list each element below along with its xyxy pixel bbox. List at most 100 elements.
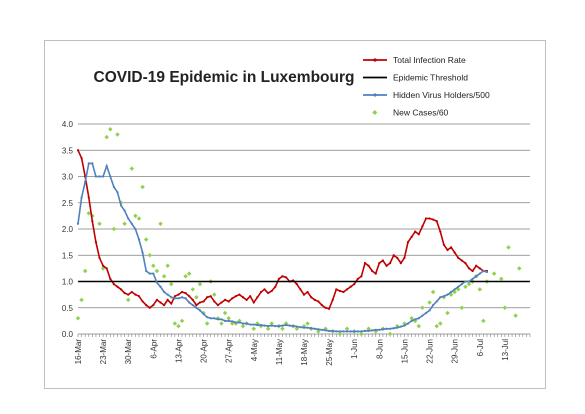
hidden-virus-holders-500-point — [102, 175, 105, 178]
new-cases-point — [219, 321, 224, 326]
total-infection-rate-point — [471, 269, 474, 273]
hidden-virus-holders-500-point — [435, 300, 438, 303]
hidden-virus-holders-500-point — [263, 324, 266, 327]
new-cases-point — [491, 271, 497, 276]
total-infection-rate-point — [91, 220, 94, 223]
legend-label: New Cases/60 — [393, 108, 449, 118]
legend-label: Total Infection Rate — [393, 55, 466, 65]
hidden-virus-holders-500-point — [155, 281, 159, 284]
hidden-virus-holders-500-point — [116, 191, 119, 194]
new-cases-point — [499, 276, 504, 282]
hidden-virus-holders-500-point — [213, 317, 216, 320]
lines-layer — [76, 149, 530, 333]
hidden-virus-holders-500-point — [295, 325, 298, 328]
new-cases-point — [111, 226, 117, 232]
hidden-virus-holders-500-point — [220, 318, 223, 321]
hidden-virus-holders-500-point — [485, 270, 489, 274]
hidden-virus-holders-500-point — [302, 326, 306, 329]
total-infection-rate-point — [202, 300, 205, 303]
total-infection-rate-point — [335, 288, 338, 291]
total-infection-rate-point — [277, 277, 280, 280]
total-infection-rate-point — [442, 243, 446, 246]
grid-layer — [77, 123, 531, 337]
hidden-virus-holders-500-point — [360, 330, 363, 333]
hidden-virus-holders-500-point — [170, 296, 173, 299]
scatter-layer — [75, 126, 522, 337]
total-infection-rate-point — [396, 256, 399, 259]
new-cases-point — [172, 321, 178, 326]
total-infection-rate-point — [424, 217, 428, 220]
total-infection-rate-point — [302, 293, 306, 296]
new-cases-point — [226, 315, 231, 321]
hidden-virus-holders-500-point — [388, 327, 392, 330]
hidden-virus-holders-500-point — [145, 269, 148, 273]
hidden-virus-holders-500-point — [428, 309, 431, 312]
new-cases-point — [280, 326, 285, 332]
total-infection-rate-point — [371, 269, 374, 273]
hidden-virus-holders-500-point — [475, 275, 478, 278]
new-cases-point — [161, 273, 167, 279]
hidden-virus-holders-500-point — [460, 283, 463, 286]
total-infection-rate-point — [306, 290, 309, 294]
total-infection-rate-point — [381, 259, 385, 262]
total-infection-rate-point — [195, 304, 198, 307]
hidden-virus-holders-500-point — [306, 326, 309, 329]
hidden-virus-holders-500-point — [292, 325, 295, 328]
hidden-virus-holders-500-point — [410, 319, 413, 322]
hidden-virus-holders-500-point — [112, 185, 115, 189]
x-tick-label: 11-May — [275, 339, 284, 365]
hidden-virus-holders-500-point — [449, 290, 453, 294]
total-infection-rate-point — [342, 290, 345, 294]
hidden-virus-holders-500-point — [267, 325, 270, 328]
total-infection-rate-point — [406, 241, 410, 244]
hidden-virus-holders-500-point — [432, 304, 435, 307]
total-infection-rate-point — [460, 259, 463, 262]
hidden-virus-holders-500-point — [403, 324, 406, 327]
total-infection-rate-point — [475, 264, 478, 267]
total-infection-rate-point — [116, 285, 119, 288]
total-infection-rate-point — [317, 300, 320, 303]
new-cases-point — [197, 281, 203, 287]
hidden-virus-holders-500-point — [367, 329, 370, 332]
total-infection-rate-point — [213, 300, 216, 303]
hidden-virus-holders-500-point — [98, 175, 101, 178]
y-tick-label: 2.5 — [62, 199, 74, 208]
hidden-virus-holders-500-point — [173, 297, 176, 300]
total-infection-rate-point — [270, 289, 273, 293]
total-infection-rate-point — [137, 295, 141, 298]
total-infection-rate-point — [310, 296, 313, 299]
new-cases-point — [165, 263, 170, 269]
hidden-virus-holders-500-point — [288, 324, 291, 327]
total-infection-rate-point — [123, 291, 126, 295]
total-infection-rate-point — [353, 283, 356, 286]
total-infection-rate-point — [435, 220, 438, 223]
new-cases-point — [176, 323, 181, 329]
total-infection-rate-point — [155, 298, 159, 301]
hidden-virus-holders-500-point — [180, 296, 184, 299]
hidden-virus-holders-500-point — [256, 323, 259, 327]
y-tick-label: 1.0 — [62, 278, 74, 287]
total-infection-rate-point — [421, 225, 424, 228]
total-infection-rate-point — [478, 267, 481, 270]
new-cases-point — [147, 252, 153, 258]
total-infection-rate-point — [127, 293, 130, 296]
hidden-virus-holders-500-point — [123, 209, 126, 212]
y-tick-label: 1.5 — [62, 251, 74, 260]
new-cases-point — [158, 221, 163, 227]
hidden-virus-holders-500-point — [320, 328, 324, 331]
total-infection-rate-point — [324, 306, 327, 309]
total-infection-rate-point — [159, 301, 162, 304]
hidden-virus-holders-500-point — [439, 296, 442, 299]
total-infection-rate-point — [206, 296, 209, 299]
new-cases-point — [194, 294, 199, 300]
total-infection-rate-point — [238, 293, 241, 296]
total-infection-rate-point — [148, 306, 151, 309]
hidden-virus-holders-500-point — [216, 318, 220, 321]
hidden-virus-holders-500-point — [241, 322, 245, 325]
new-cases-point — [366, 326, 371, 332]
x-tick-label: 15-Jun — [400, 339, 409, 363]
new-cases-point — [430, 289, 436, 295]
hidden-virus-holders-500-point — [191, 304, 194, 307]
y-tick-label: 0.0 — [62, 330, 74, 339]
